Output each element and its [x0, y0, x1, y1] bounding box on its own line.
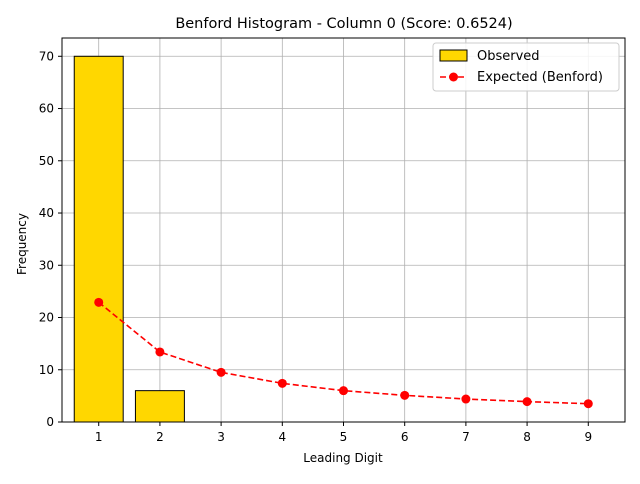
- expected-point-9: [583, 399, 593, 409]
- x-tick-label: 5: [340, 430, 348, 444]
- x-tick-label: 6: [401, 430, 409, 444]
- tick-labels: 1 2 3 4 5 6 7 8 9 0 10 20 30 40 50 60 70: [39, 49, 592, 444]
- y-tick-label: 40: [39, 206, 54, 220]
- legend-expected-marker: [449, 72, 458, 82]
- expected-point-3: [216, 367, 226, 377]
- y-tick-label: 10: [39, 363, 54, 377]
- expected-line-path: [98, 301, 589, 405]
- y-tick-label: 50: [39, 154, 54, 168]
- legend: Observed Expected (Benford): [432, 42, 620, 92]
- observed-bar-1: [73, 55, 124, 423]
- y-axis-label: Frequency: [15, 213, 29, 275]
- y-tick-label: 70: [39, 49, 54, 63]
- legend-box: [432, 42, 620, 92]
- y-tick-label: 60: [39, 102, 54, 116]
- x-tick-label: 1: [95, 430, 103, 444]
- expected-point-7: [461, 394, 471, 404]
- expected-point-6: [400, 390, 410, 400]
- expected-point-2: [155, 347, 165, 357]
- x-tick-label: 8: [523, 430, 531, 444]
- axes: [58, 37, 626, 426]
- expected-point-1: [94, 297, 104, 307]
- x-tick-label: 4: [278, 430, 286, 444]
- y-tick-label: 30: [39, 258, 54, 272]
- expected-point-8: [522, 397, 532, 407]
- x-tick-label: 2: [156, 430, 164, 444]
- expected-point-5: [339, 386, 348, 396]
- y-tick-label: 0: [46, 415, 54, 429]
- observed-bar-2: [134, 390, 185, 423]
- legend-observed-swatch: [439, 49, 468, 62]
- x-tick-label: 7: [462, 430, 470, 444]
- x-axis-label: Leading Digit: [303, 451, 383, 465]
- x-tick-label: 3: [217, 430, 225, 444]
- legend-expected-label: Expected (Benford): [477, 70, 603, 85]
- x-tick-label: 9: [584, 430, 592, 444]
- expected-line: [94, 297, 593, 409]
- expected-point-4: [277, 378, 287, 388]
- observed-bars: [73, 55, 185, 423]
- y-tick-label: 20: [39, 311, 54, 325]
- legend-observed-label: Observed: [477, 49, 540, 64]
- chart-title: Benford Histogram - Column 0 (Score: 0.6…: [175, 16, 512, 32]
